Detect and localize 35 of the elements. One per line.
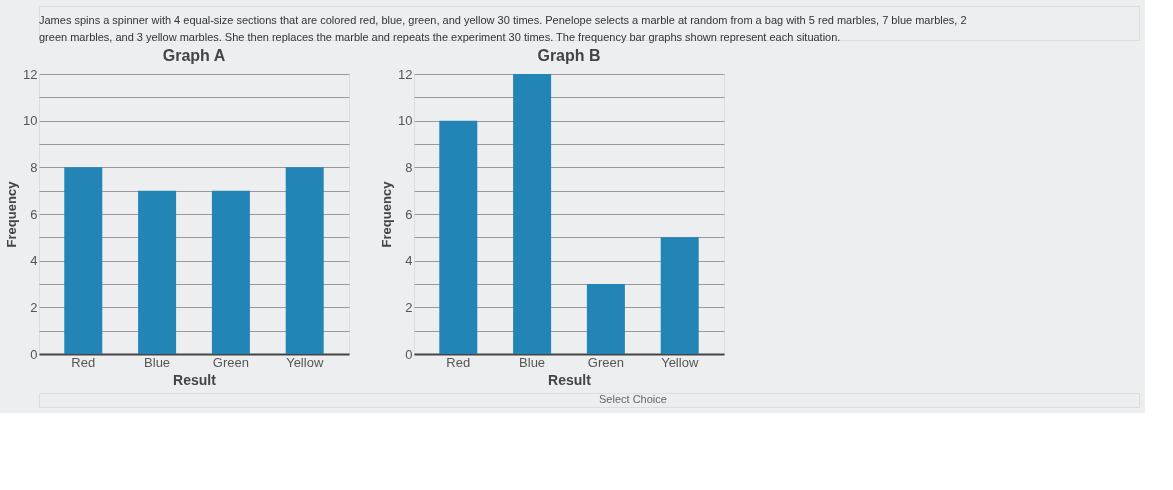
- x-tick-label: Green: [212, 354, 249, 370]
- x-axis-title: Result: [173, 371, 217, 388]
- y-tick-label: 0: [405, 346, 413, 362]
- x-tick-label: Green: [587, 354, 624, 370]
- x-tick-label: Yellow: [286, 354, 324, 370]
- x-tick-label: Yellow: [661, 354, 699, 370]
- y-tick-label: 4: [30, 253, 38, 269]
- text: green marbles, and 3 yellow marbles. She then replaces the marble and repeats the experiment 30 times. The frequency bar graphs shown represent each situation.: [39, 30, 841, 43]
- y-tick-label: 2: [405, 299, 413, 315]
- y-tick-label: 10: [398, 113, 413, 129]
- y-tick-label: 8: [405, 159, 413, 175]
- x-tick-label: Red: [446, 354, 471, 370]
- y-tick-label: 0: [30, 346, 38, 362]
- y-tick-label: 4: [405, 253, 413, 269]
- chart-title: Graph A: [162, 47, 226, 64]
- bar: [660, 237, 699, 354]
- y-tick-label: 6: [30, 206, 38, 222]
- y-tick-label: 6: [405, 206, 413, 222]
- x-axis-title: Result: [548, 371, 592, 388]
- x-tick-label: Blue: [144, 354, 171, 370]
- y-tick-label: 12: [398, 66, 413, 82]
- y-axis-title: Frequency: [4, 180, 20, 248]
- text: James spins a spinner with 4 equal-size sections that are colored red, blue, green, and yellow 30 times. Penelope selects a marble at random from a bag with 5 red marbles, 7 blue marbles, 2: [39, 13, 967, 26]
- x-tick-label: Red: [71, 354, 96, 370]
- bar: [439, 120, 478, 354]
- text: Select Choice: [599, 393, 667, 405]
- y-tick-label: 12: [23, 66, 38, 82]
- y-tick-label: 2: [30, 299, 38, 315]
- bar: [513, 74, 552, 354]
- y-tick-label: 10: [23, 113, 38, 129]
- chart-title: Graph B: [537, 47, 601, 64]
- y-axis-title: Frequency: [379, 180, 395, 248]
- y-tick-label: 8: [30, 159, 38, 175]
- x-tick-label: Blue: [519, 354, 546, 370]
- bar: [586, 284, 625, 354]
